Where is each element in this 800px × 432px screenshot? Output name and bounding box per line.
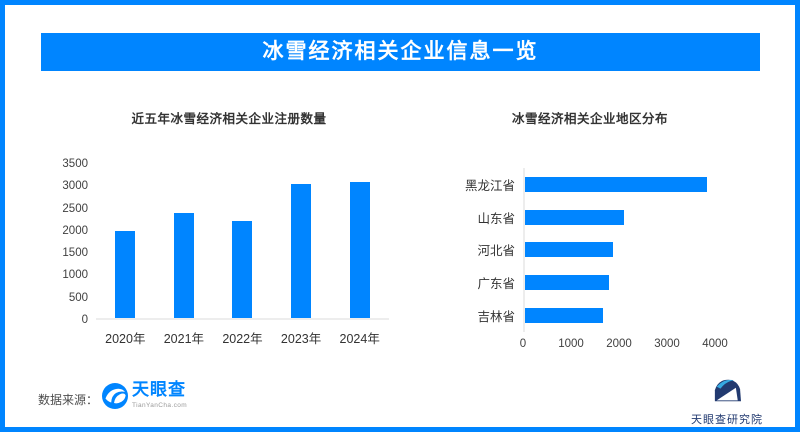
x-category-label: 2020年 xyxy=(105,332,146,346)
x-category-label: 2021年 xyxy=(163,332,205,346)
x-category-label: 2024年 xyxy=(339,332,380,346)
bar-slot xyxy=(213,221,272,318)
bar xyxy=(232,221,253,318)
bar-slot xyxy=(96,231,155,318)
institute-logo: 天眼查研究院 xyxy=(684,377,770,427)
x-tick-label: 0 xyxy=(519,338,527,350)
y-category-label: 吉林省 xyxy=(477,310,515,325)
y-category-label: 广东省 xyxy=(477,277,515,292)
y-tick-label: 2000 xyxy=(62,224,88,237)
y-axis-ticks: 3500 3000 2500 2000 1500 1000 500 0 xyxy=(58,158,88,326)
institute-name: 天眼查研究院 xyxy=(691,414,763,426)
bar xyxy=(525,176,708,192)
plot-area xyxy=(523,168,715,332)
bar xyxy=(173,213,194,318)
x-category-label: 2022年 xyxy=(222,332,263,346)
x-tick-label: 2000 xyxy=(606,338,632,350)
tianyancha-logo: 天眼查 TianYanCha.com xyxy=(102,380,188,414)
bar xyxy=(115,231,136,318)
y-tick-label: 3000 xyxy=(62,180,88,193)
y-axis-category-labels: 黑龙江省山东省河北省广东省吉林省 xyxy=(440,168,515,332)
y-category-label: 河北省 xyxy=(477,244,515,259)
institute-logo-icon xyxy=(708,379,746,409)
bar xyxy=(525,275,609,291)
regions-bar-chart: 冰雪经济相关企业地区分布 黑龙江省山东省河北省广东省吉林省 0 1000 2000 3… xyxy=(440,104,775,364)
bar-series xyxy=(96,164,389,318)
bar-slot xyxy=(525,299,715,332)
tianyancha-eye-icon xyxy=(102,383,128,414)
y-tick-label: 3500 xyxy=(62,158,88,170)
bar-slot xyxy=(155,213,214,318)
registrations-bar-chart: 近五年冰雪经济相关企业注册数量 3500 3000 2500 2000 1500 1000… xyxy=(58,104,400,364)
bar xyxy=(525,308,604,324)
plot-area xyxy=(96,164,389,320)
bar xyxy=(349,182,370,318)
bar-slot xyxy=(272,184,331,318)
y-category-label: 黑龙江省 xyxy=(464,178,515,193)
x-category-label: 2023年 xyxy=(280,332,322,346)
bar-slot xyxy=(525,168,715,201)
bar-slot xyxy=(525,234,715,267)
y-tick-label: 1500 xyxy=(62,247,88,260)
tianyancha-name: 天眼查 xyxy=(132,380,186,399)
chart-title-regions: 冰雪经济相关企业地区分布 xyxy=(511,112,668,126)
bar xyxy=(525,242,613,258)
x-tick-label: 1000 xyxy=(558,338,584,350)
bar-slot xyxy=(525,266,715,299)
y-tick-label: 0 xyxy=(81,314,88,326)
x-tick-label: 3000 xyxy=(654,338,680,350)
y-tick-label: 2500 xyxy=(62,202,88,215)
tianyancha-logo-text: 天眼查 TianYanCha.com xyxy=(132,380,188,409)
y-tick-label: 1000 xyxy=(62,269,88,282)
data-source-label: 数据来源： xyxy=(38,393,99,407)
x-tick-label: 4000 xyxy=(702,338,728,350)
x-axis-category-labels: 2020年 2021年 2022年 2023年 2024年 xyxy=(96,328,389,347)
bar xyxy=(525,209,625,225)
bar-slot xyxy=(330,182,389,318)
bar-slot xyxy=(525,201,715,234)
bar xyxy=(291,184,312,318)
bar-series xyxy=(525,168,715,332)
y-tick-label: 500 xyxy=(68,291,88,304)
y-category-label: 山东省 xyxy=(477,211,515,226)
page-title: 冰雪经济相关企业信息一览 xyxy=(41,33,760,71)
x-axis-ticks: 0 1000 2000 3000 4000 xyxy=(519,338,728,354)
tianyancha-domain: TianYanCha.com xyxy=(132,401,188,409)
chart-title-registrations: 近五年冰雪经济相关企业注册数量 xyxy=(131,112,327,126)
